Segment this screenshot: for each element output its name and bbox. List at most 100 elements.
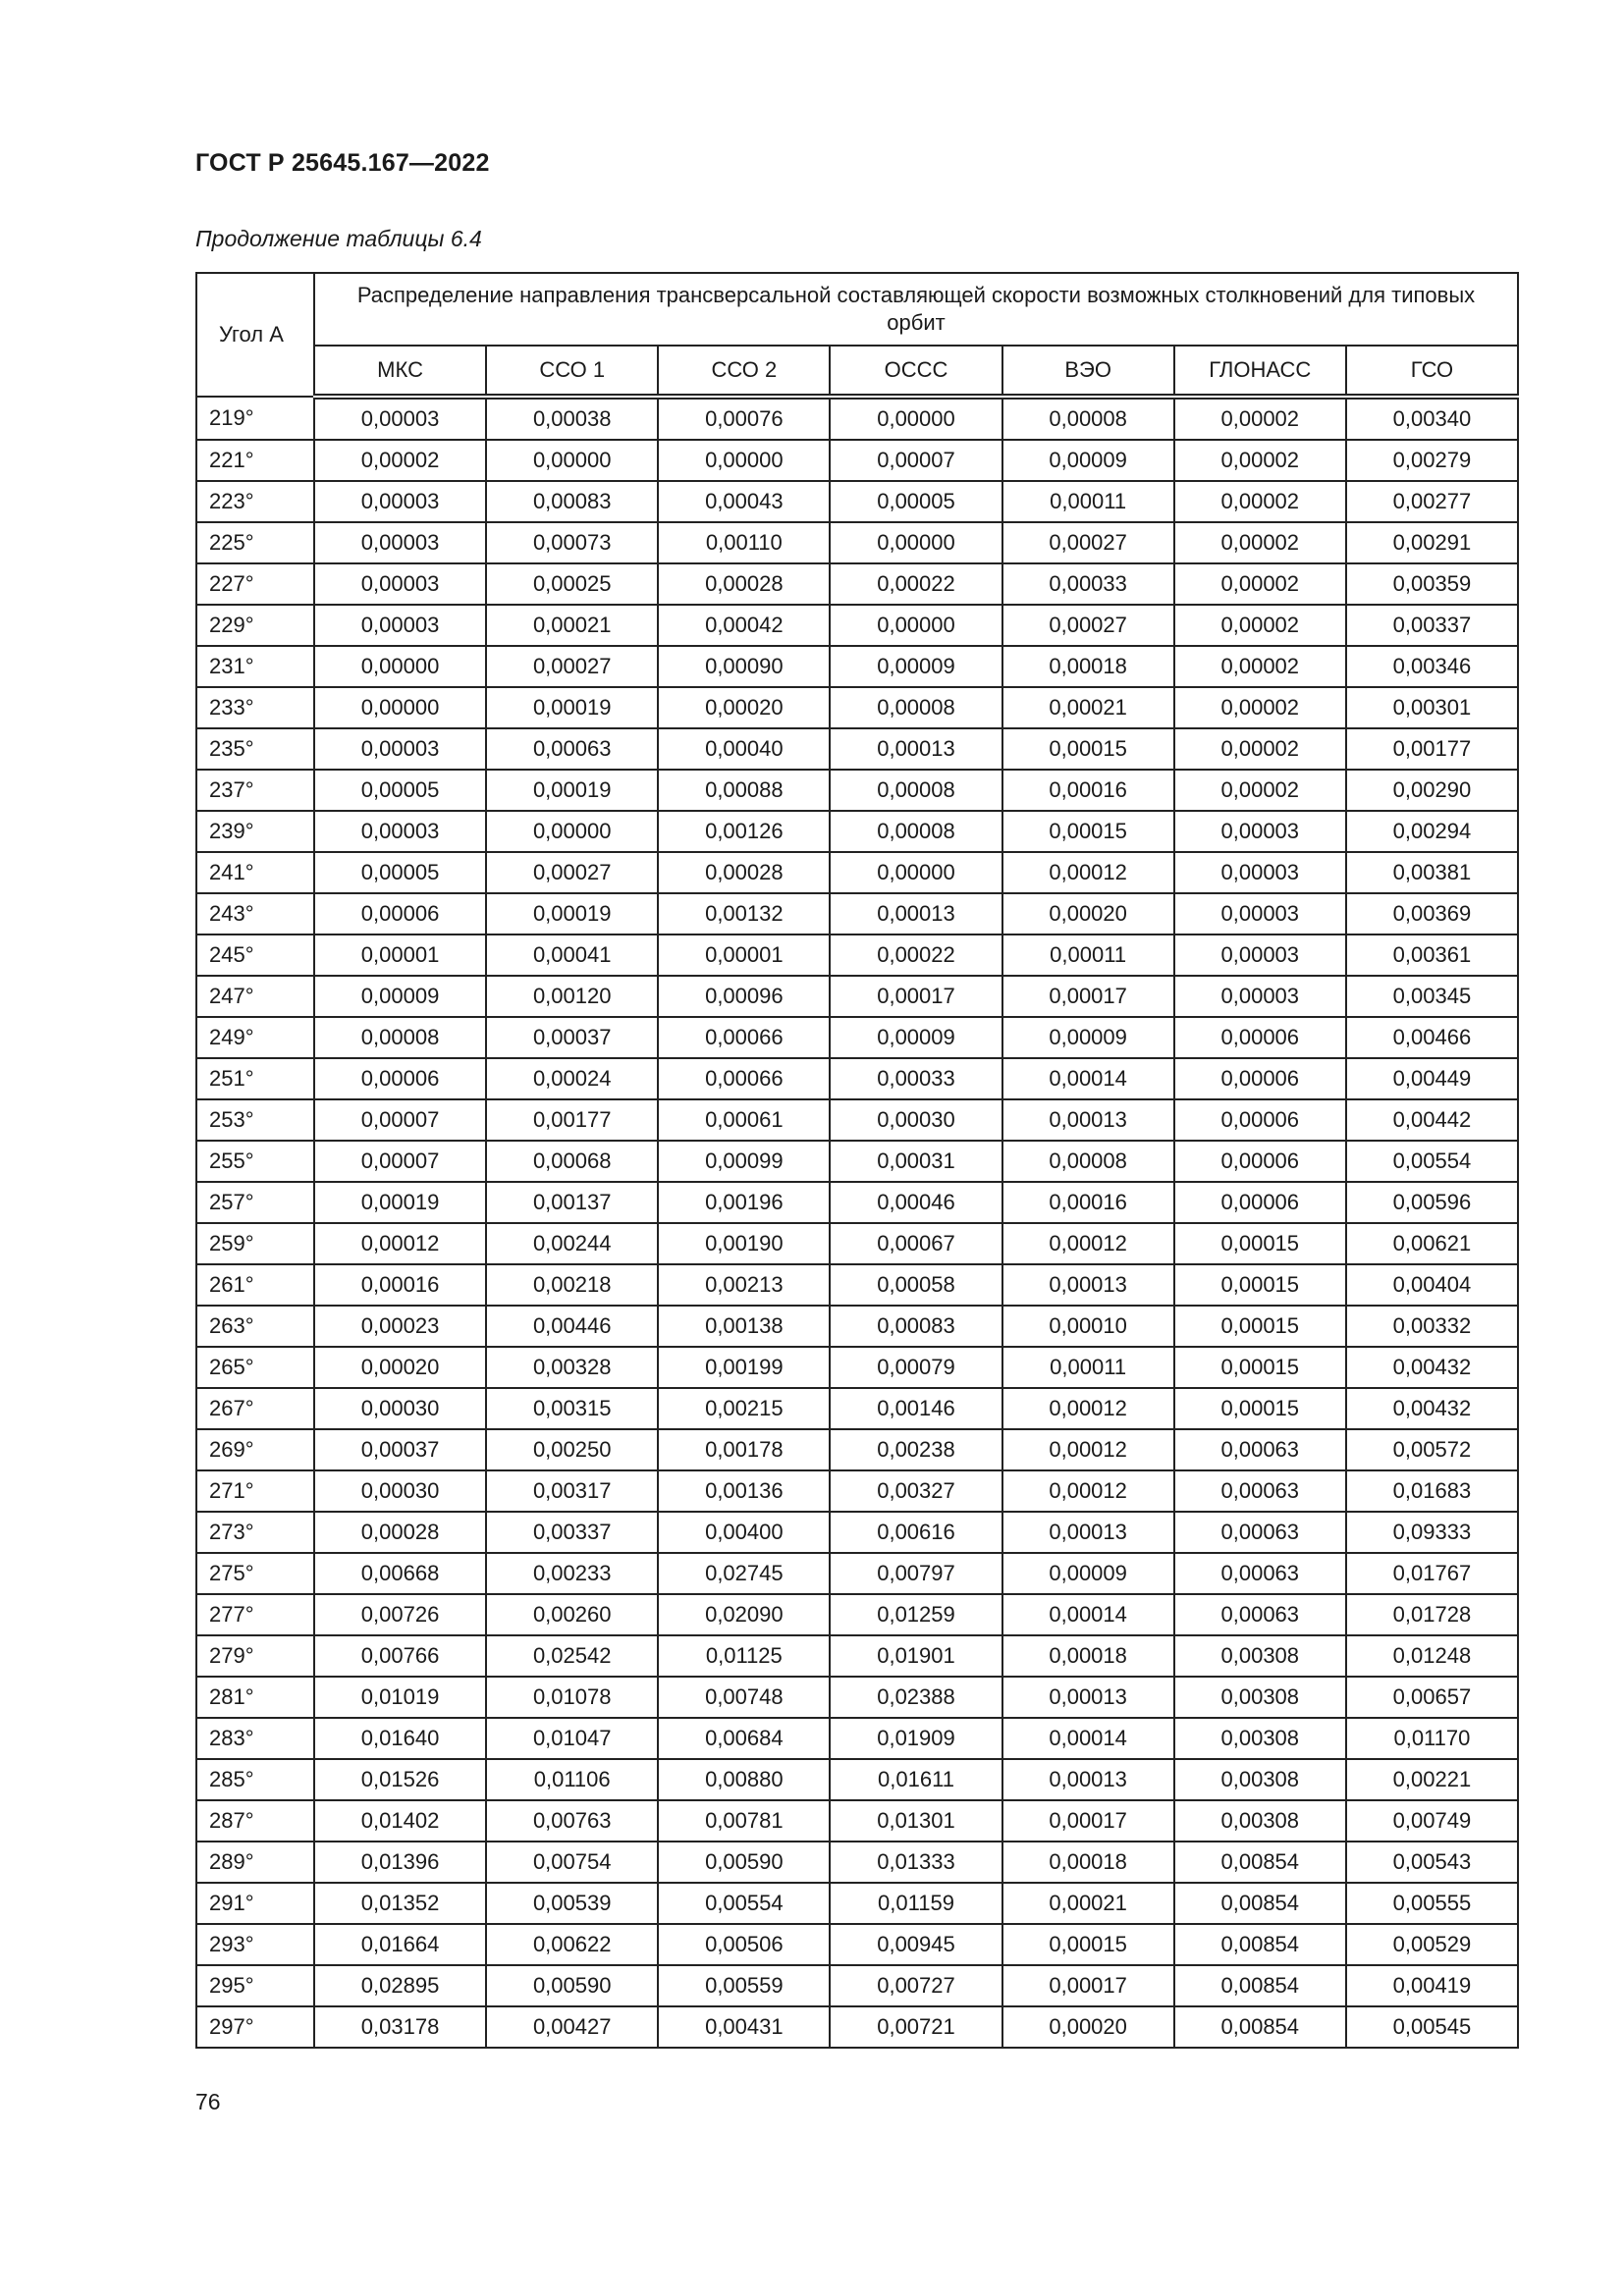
table-row: 227° 0,00003 0,00025 0,00028 0,00022 0,00033 0… — [195, 562, 1520, 606]
value-cell: 0,00766 — [312, 1634, 488, 1678]
angle-cell: 275° — [195, 1552, 315, 1595]
value-cell: 0,00446 — [485, 1305, 660, 1348]
value-cell: 0,00332 — [1344, 1305, 1520, 1348]
value-cell: 0,00529 — [1344, 1923, 1520, 1966]
table-row: 255° 0,00007 0,00068 0,00099 0,00031 0,00008 0… — [195, 1140, 1520, 1183]
value-cell: 0,00015 — [1172, 1263, 1347, 1307]
value-cell: 0,00013 — [829, 892, 1003, 935]
value-cell: 0,00031 — [829, 1140, 1003, 1183]
value-cell: 0,00781 — [657, 1799, 832, 1842]
column-header: ВЭО — [1001, 345, 1175, 400]
value-cell: 0,00539 — [485, 1882, 660, 1925]
value-cell: 0,00009 — [1001, 1016, 1175, 1059]
value-cell: 0,00506 — [657, 1923, 832, 1966]
value-cell: 0,00277 — [1344, 480, 1520, 523]
value-cell: 0,00013 — [1001, 1758, 1175, 1801]
value-cell: 0,00126 — [657, 810, 832, 853]
value-cell: 0,00012 — [1001, 1222, 1175, 1265]
table-row: 237° 0,00005 0,00019 0,00088 0,00008 0,00016 0… — [195, 769, 1520, 812]
value-cell: 0,01125 — [657, 1634, 832, 1678]
value-cell: 0,00063 — [1172, 1428, 1347, 1471]
value-cell: 0,00011 — [1001, 934, 1175, 977]
value-cell: 0,00431 — [657, 2005, 832, 2049]
column-header: ССО 1 — [485, 345, 660, 400]
value-cell: 0,00007 — [312, 1098, 488, 1142]
table-row: 247° 0,00009 0,00120 0,00096 0,00017 0,00017 0… — [195, 975, 1520, 1018]
table-row: 221° 0,00002 0,00000 0,00000 0,00007 0,00009 0… — [195, 439, 1520, 482]
value-cell: 0,00063 — [1172, 1511, 1347, 1554]
value-cell: 0,00017 — [1001, 1799, 1175, 1842]
value-cell: 0,00016 — [1001, 769, 1175, 812]
value-cell: 0,00009 — [312, 975, 488, 1018]
value-cell: 0,00721 — [829, 2005, 1003, 2049]
value-cell: 0,01640 — [312, 1717, 488, 1760]
value-cell: 0,00003 — [312, 810, 488, 853]
value-cell: 0,00308 — [1172, 1758, 1347, 1801]
value-cell: 0,02895 — [312, 1964, 488, 2007]
value-cell: 0,01259 — [829, 1593, 1003, 1636]
table-row: 225° 0,00003 0,00073 0,00110 0,00000 0,00027 0… — [195, 521, 1520, 564]
value-cell: 0,00260 — [485, 1593, 660, 1636]
value-cell: 0,00432 — [1344, 1387, 1520, 1430]
value-cell: 0,00002 — [1172, 604, 1347, 647]
angle-header: Угол А — [195, 272, 315, 398]
value-cell: 0,01159 — [829, 1882, 1003, 1925]
value-cell: 0,00000 — [485, 439, 660, 482]
value-cell: 0,02542 — [485, 1634, 660, 1678]
value-cell: 0,00015 — [1172, 1346, 1347, 1389]
value-cell: 0,00022 — [829, 934, 1003, 977]
value-cell: 0,00020 — [657, 686, 832, 729]
table-row: 273° 0,00028 0,00337 0,00400 0,00616 0,00013 0… — [195, 1511, 1520, 1554]
angle-cell: 231° — [195, 645, 315, 688]
value-cell: 0,00616 — [829, 1511, 1003, 1554]
value-cell: 0,00015 — [1001, 1923, 1175, 1966]
value-cell: 0,01611 — [829, 1758, 1003, 1801]
value-cell: 0,01019 — [312, 1676, 488, 1719]
table-row: 287° 0,01402 0,00763 0,00781 0,01301 0,00017 0… — [195, 1799, 1520, 1842]
value-cell: 0,00005 — [312, 769, 488, 812]
value-cell: 0,00572 — [1344, 1428, 1520, 1471]
value-cell: 0,00042 — [657, 604, 832, 647]
angle-cell: 261° — [195, 1263, 315, 1307]
value-cell: 0,00058 — [829, 1263, 1003, 1307]
angle-cell: 259° — [195, 1222, 315, 1265]
value-cell: 0,00010 — [1001, 1305, 1175, 1348]
value-cell: 0,00301 — [1344, 686, 1520, 729]
table-row: 271° 0,00030 0,00317 0,00136 0,00327 0,00012 0… — [195, 1469, 1520, 1513]
value-cell: 0,00099 — [657, 1140, 832, 1183]
value-cell: 0,00018 — [1001, 1841, 1175, 1884]
value-cell: 0,01402 — [312, 1799, 488, 1842]
value-cell: 0,02745 — [657, 1552, 832, 1595]
value-cell: 0,01526 — [312, 1758, 488, 1801]
value-cell: 0,00012 — [1001, 851, 1175, 894]
table-body: 219° 0,00003 0,00038 0,00076 0,00000 0,00008 0… — [195, 396, 1520, 2049]
value-cell: 0,00013 — [829, 727, 1003, 771]
value-cell: 0,00001 — [312, 934, 488, 977]
value-cell: 0,00063 — [485, 727, 660, 771]
value-cell: 0,00000 — [829, 851, 1003, 894]
table-row: 297° 0,03178 0,00427 0,00431 0,00721 0,00020 0… — [195, 2005, 1520, 2049]
value-cell: 0,00008 — [829, 810, 1003, 853]
value-cell: 0,00007 — [829, 439, 1003, 482]
value-cell: 0,00137 — [485, 1181, 660, 1224]
value-cell: 0,00000 — [657, 439, 832, 482]
value-cell: 0,00017 — [1001, 1964, 1175, 2007]
angle-cell: 251° — [195, 1057, 315, 1100]
value-cell: 0,00233 — [485, 1552, 660, 1595]
value-cell: 0,00361 — [1344, 934, 1520, 977]
angle-cell: 219° — [195, 396, 315, 441]
value-cell: 0,00138 — [657, 1305, 832, 1348]
value-cell: 0,00000 — [312, 645, 488, 688]
table-row: 265° 0,00020 0,00328 0,00199 0,00079 0,00011 0… — [195, 1346, 1520, 1389]
value-cell: 0,00559 — [657, 1964, 832, 2007]
angle-cell: 249° — [195, 1016, 315, 1059]
angle-cell: 281° — [195, 1676, 315, 1719]
value-cell: 0,00028 — [657, 562, 832, 606]
value-cell: 0,00621 — [1344, 1222, 1520, 1265]
value-cell: 0,00244 — [485, 1222, 660, 1265]
value-cell: 0,01728 — [1344, 1593, 1520, 1636]
angle-cell: 297° — [195, 2005, 315, 2049]
value-cell: 0,00014 — [1001, 1593, 1175, 1636]
angle-cell: 279° — [195, 1634, 315, 1678]
value-cell: 0,00015 — [1172, 1305, 1347, 1348]
